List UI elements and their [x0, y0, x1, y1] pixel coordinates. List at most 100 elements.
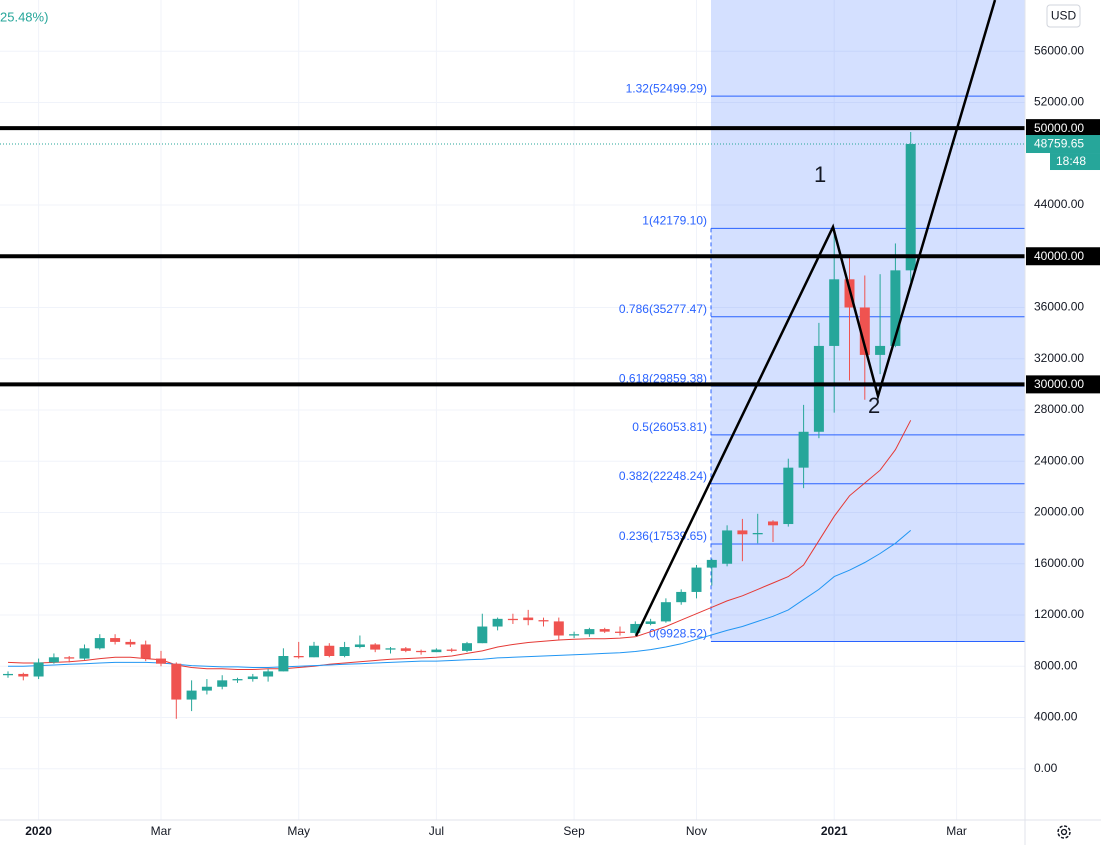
candle-body	[553, 621, 564, 636]
candle-body	[171, 663, 182, 700]
candle-body	[630, 623, 641, 633]
y-tick-label: 28000.00	[1034, 402, 1084, 416]
candle-body	[232, 679, 243, 681]
candle-body	[599, 629, 610, 632]
time-axis	[0, 820, 1101, 845]
y-tick-label: 52000.00	[1034, 95, 1084, 109]
candle-body	[798, 431, 809, 468]
wave-label: 1	[814, 162, 826, 187]
change-label: 25.48%)	[0, 9, 48, 24]
candle-body	[645, 621, 656, 624]
axes: 0.00 4000.00 8000.00 12000.00 16000.00 20000.…	[25, 43, 1100, 838]
candle-body	[247, 676, 258, 680]
candle-body	[33, 662, 44, 677]
candle-body	[615, 631, 625, 633]
gear-outer	[1057, 825, 1071, 839]
x-tick-label: Jul	[429, 824, 444, 838]
candle-body	[324, 645, 335, 656]
countdown-label: 18:48	[1056, 154, 1086, 168]
candle-body	[18, 673, 29, 677]
candle-body	[293, 656, 304, 658]
y-tick-label: 32000.00	[1034, 351, 1084, 365]
y-tick-label: 44000.00	[1034, 197, 1084, 211]
x-tick-label: Sep	[563, 824, 585, 838]
hline-label-box	[1026, 247, 1100, 266]
hline-label: 50000.00	[1034, 121, 1084, 135]
candle-body	[691, 567, 702, 592]
candle-body	[706, 559, 717, 568]
hline-label-box	[1026, 375, 1100, 394]
candle-body	[263, 671, 274, 677]
fib-label: 0.5(26053.81)	[632, 420, 707, 434]
candle-body	[462, 643, 472, 651]
y-tick-label: 16000.00	[1034, 556, 1084, 570]
candle-body	[370, 644, 381, 650]
plot	[0, 126, 1025, 719]
candle-body	[905, 144, 916, 271]
y-tick-label: 56000.00	[1034, 43, 1084, 57]
candle-body	[156, 658, 166, 664]
candle-body	[477, 626, 488, 644]
countdown-box	[1050, 153, 1100, 171]
candle-body	[813, 345, 824, 432]
candle-body	[538, 620, 549, 622]
fib-label: 1(42179.10)	[642, 214, 707, 228]
candle-body	[660, 602, 671, 622]
candle-body	[186, 690, 197, 700]
y-tick-label: 12000.00	[1034, 607, 1084, 621]
y-tick-label: 24000.00	[1034, 453, 1084, 467]
candle-body	[79, 648, 90, 659]
x-tick-label: 2020	[25, 824, 52, 838]
candle-body	[584, 629, 595, 635]
candle-body	[569, 634, 580, 636]
wave-label: 2	[868, 393, 880, 418]
x-tick-label: May	[287, 824, 310, 838]
candle-body	[309, 645, 319, 658]
candle-body	[890, 270, 901, 346]
hline-label: 40000.00	[1034, 249, 1084, 263]
candle-body	[3, 673, 13, 676]
candle-body	[737, 530, 748, 535]
hline-label-box	[1026, 119, 1100, 138]
settings-icon[interactable]	[1057, 825, 1071, 839]
candle-body	[400, 648, 411, 651]
x-tick-label: Mar	[946, 824, 967, 838]
candle-body	[507, 618, 518, 621]
x-tick-label: Nov	[686, 824, 707, 838]
candle-body	[385, 648, 396, 650]
hline-label: 30000.00	[1034, 377, 1084, 391]
currency-box[interactable]	[1046, 4, 1081, 28]
candle-body	[201, 686, 212, 691]
last-price-box	[1026, 135, 1100, 154]
candle-body	[48, 657, 59, 663]
currency: USD	[1051, 9, 1077, 23]
x-tick-label: 2021	[821, 824, 848, 838]
drawn-zigzag	[634, 0, 997, 637]
candle-body	[768, 521, 778, 526]
candle-body	[125, 641, 136, 645]
candle-body	[278, 656, 289, 672]
fib-label: 0.236(17539.65)	[619, 529, 707, 543]
y-tick-label: 8000.00	[1034, 658, 1078, 672]
x-tick-label: Mar	[151, 824, 172, 838]
candle-body	[523, 617, 534, 621]
candle-body	[752, 533, 763, 535]
candle-body	[446, 649, 457, 651]
candle-body	[859, 307, 870, 355]
candle-body	[94, 638, 105, 649]
candle-body	[416, 650, 427, 653]
fib-label: 0.618(29859.38)	[619, 371, 707, 385]
candle-body	[431, 649, 442, 653]
last-price-label: 48759.65	[1034, 137, 1084, 151]
y-tick-label: 0.00	[1034, 761, 1058, 775]
y-tick-label: 4000.00	[1034, 710, 1078, 724]
y-tick-label: 36000.00	[1034, 300, 1084, 314]
grid	[0, 0, 1025, 820]
candle-body	[676, 591, 687, 603]
gear-inner	[1060, 828, 1068, 836]
fib-label: 1.32(52499.29)	[626, 81, 707, 95]
candle-body	[722, 530, 733, 564]
candle-body	[110, 638, 121, 642]
candle-body	[829, 279, 840, 346]
